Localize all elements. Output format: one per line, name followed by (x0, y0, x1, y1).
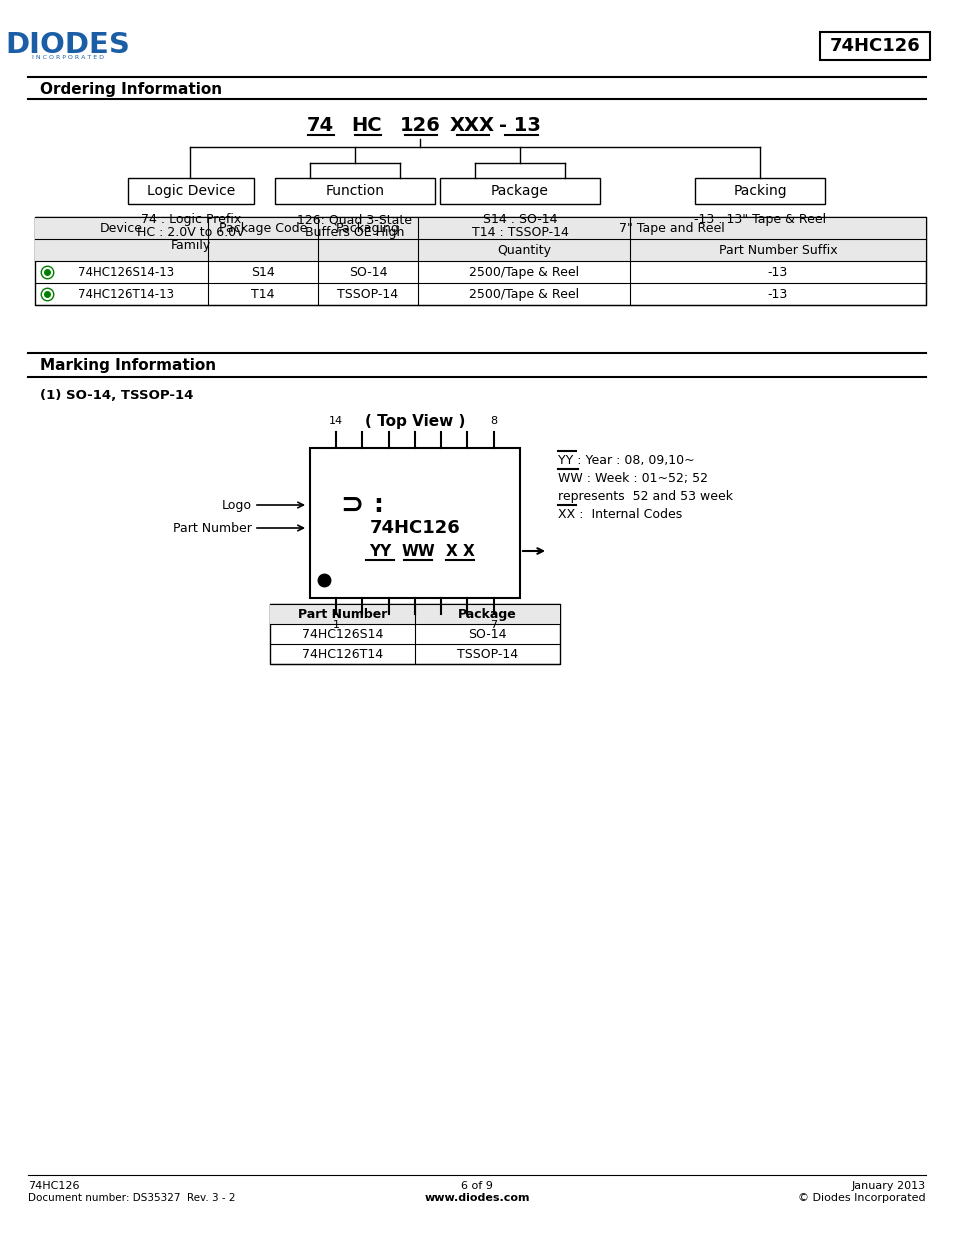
Text: -13 : 13" Tape & Reel: -13 : 13" Tape & Reel (693, 212, 825, 226)
Text: Part Number: Part Number (297, 608, 387, 620)
Text: Device: Device (100, 221, 143, 235)
Text: S14: S14 (251, 266, 274, 279)
Text: YY: YY (369, 543, 391, 558)
Text: ⊃: ⊃ (340, 492, 363, 519)
Text: HC: HC (352, 116, 382, 135)
Text: 74HC126: 74HC126 (829, 37, 920, 56)
Text: ( Top View ): ( Top View ) (364, 414, 465, 429)
Text: TSSOP-14: TSSOP-14 (337, 288, 398, 300)
Bar (128, 178, 253, 204)
Text: Packaging: Packaging (335, 221, 399, 235)
Text: 74: 74 (306, 116, 334, 135)
Text: (1) SO-14, TSSOP-14: (1) SO-14, TSSOP-14 (40, 389, 193, 401)
Text: YY : Year : 08, 09,10~: YY : Year : 08, 09,10~ (558, 453, 694, 467)
Text: 74HC126S14: 74HC126S14 (301, 627, 383, 641)
Text: Marking Information: Marking Information (40, 357, 216, 373)
Bar (439, 178, 599, 204)
Text: S14 : SO-14: S14 : SO-14 (482, 212, 557, 226)
Text: Package: Package (491, 184, 548, 198)
Bar (417, 240, 925, 261)
Text: 74HC126S14-13: 74HC126S14-13 (78, 266, 174, 279)
Text: Quantity: Quantity (497, 243, 551, 257)
Text: HC : 2.0V to 6.0V: HC : 2.0V to 6.0V (137, 226, 245, 240)
Text: Document number: DS35327  Rev. 3 - 2: Document number: DS35327 Rev. 3 - 2 (28, 1193, 235, 1203)
Text: Package Code: Package Code (218, 221, 307, 235)
Text: www.diodes.com: www.diodes.com (424, 1193, 529, 1203)
Text: X X: X X (445, 543, 474, 558)
Text: Part Number Suffix: Part Number Suffix (718, 243, 837, 257)
Text: SO-14: SO-14 (349, 266, 387, 279)
Text: - 13: - 13 (498, 116, 540, 135)
Text: Function: Function (325, 184, 384, 198)
Text: January 2013: January 2013 (851, 1181, 925, 1191)
Bar (35, 217, 925, 240)
Bar (695, 178, 824, 204)
Text: 2500/Tape & Reel: 2500/Tape & Reel (469, 288, 578, 300)
Text: -13: -13 (767, 266, 787, 279)
Text: Part Number: Part Number (172, 521, 252, 535)
Text: XX :  Internal Codes: XX : Internal Codes (558, 508, 681, 520)
Text: 14: 14 (329, 416, 343, 426)
Bar (35, 217, 925, 305)
Text: WW : Week : 01~52; 52: WW : Week : 01~52; 52 (558, 472, 707, 484)
Text: T14: T14 (251, 288, 274, 300)
Text: 126: Quad 3-State: 126: Quad 3-State (297, 212, 412, 226)
Text: -13: -13 (767, 288, 787, 300)
Text: T14 : TSSOP-14: T14 : TSSOP-14 (471, 226, 568, 240)
Text: WW: WW (400, 543, 435, 558)
Text: 74 : Logic Prefix: 74 : Logic Prefix (141, 212, 241, 226)
Bar (310, 448, 519, 598)
Text: 8: 8 (490, 416, 497, 426)
Text: 74HC126T14: 74HC126T14 (301, 647, 383, 661)
Text: Family: Family (171, 240, 211, 252)
Text: Ordering Information: Ordering Information (40, 82, 222, 96)
Bar (35, 240, 417, 261)
Text: represents  52 and 53 week: represents 52 and 53 week (558, 489, 732, 503)
Text: 74HC126: 74HC126 (369, 519, 460, 537)
Text: TSSOP-14: TSSOP-14 (456, 647, 517, 661)
Text: 1: 1 (333, 620, 339, 630)
Text: Packing: Packing (733, 184, 786, 198)
Text: 7" Tape and Reel: 7" Tape and Reel (618, 221, 724, 235)
Text: 2500/Tape & Reel: 2500/Tape & Reel (469, 266, 578, 279)
Text: © Diodes Incorporated: © Diodes Incorporated (798, 1193, 925, 1203)
Bar (274, 178, 435, 204)
Text: 6 of 9: 6 of 9 (460, 1181, 493, 1191)
Text: SO-14: SO-14 (468, 627, 506, 641)
Text: Package: Package (457, 608, 517, 620)
Text: Logic Device: Logic Device (147, 184, 234, 198)
Text: Logo: Logo (222, 499, 252, 511)
Text: XXX: XXX (449, 116, 494, 135)
Text: 74HC126T14-13: 74HC126T14-13 (78, 288, 174, 300)
Text: I N C O R P O R A T E D: I N C O R P O R A T E D (32, 54, 104, 59)
Text: :: : (373, 493, 382, 517)
Text: 126: 126 (399, 116, 440, 135)
Text: 7: 7 (490, 620, 497, 630)
Bar (820, 32, 929, 61)
Text: Buffers OE High: Buffers OE High (305, 226, 404, 240)
Text: 74HC126: 74HC126 (28, 1181, 79, 1191)
Bar (270, 604, 559, 664)
Bar (270, 604, 559, 624)
Text: DIODES: DIODES (6, 31, 131, 59)
